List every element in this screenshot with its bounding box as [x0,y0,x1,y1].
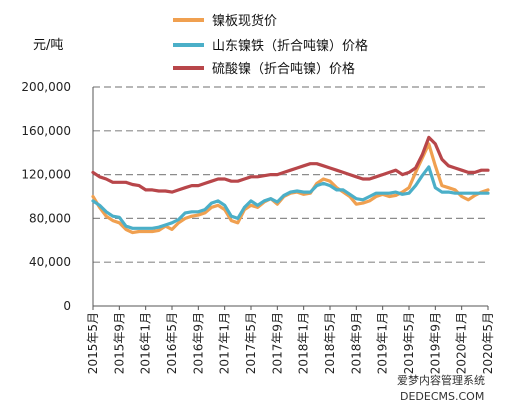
y-tick-label-3: 80,000 [29,211,71,225]
x-tick-label-5: 2017年1月 [218,312,232,374]
x-tick-label-12: 2019年5月 [402,312,416,374]
x-tick-label-3: 2016年5月 [165,312,179,374]
series-line-1 [91,165,490,230]
x-tick-label-14: 2020年1月 [455,312,469,374]
legend-label-1: 山东镍铁（折合吨镍）价格 [212,38,368,54]
watermark-text-line2: DEDECMS.COM [400,390,484,403]
x-tick-label-2: 2016年1月 [139,312,153,374]
series-lines [91,135,490,235]
x-tick-label-0: 2015年5月 [86,312,100,374]
y-tick-label-1: 160,000 [21,124,71,138]
x-tick-label-6: 2017年5月 [244,312,258,374]
x-tick-label-13: 2019年9月 [428,312,442,374]
y-axis-unit-label: 元/吨 [33,38,63,53]
x-tick-label-9: 2018年5月 [323,312,337,374]
x-tick-label-11: 2019年1月 [376,312,390,374]
x-tick-label-10: 2018年9月 [349,312,363,374]
y-tick-label-0: 200,000 [21,80,71,94]
series-line-0 [91,142,490,235]
axes [92,87,488,307]
x-tick-label-4: 2016年9月 [191,312,205,374]
y-tick-label-5: 0 [63,299,71,313]
x-tick-label-7: 2017年9月 [270,312,284,374]
y-tick-label-2: 120,000 [21,168,71,182]
x-tick-label-15: 2020年5月 [481,312,495,374]
watermark: 爱梦内容管理系统 DEDECMS.COM [397,373,485,403]
y-tick-labels: 200,000 160,000 120,000 80,000 40,000 0 [21,80,71,313]
x-tick-labels: 2015年5月 2015年9月 2016年1月 2016年5月 2016年9月 2017年… [86,306,495,374]
y-tick-label-4: 40,000 [29,255,71,269]
legend-label-0: 镍板现货价 [212,13,277,29]
grid-lines [93,86,488,263]
series-line-2 [91,135,490,194]
watermark-text-line1: 爱梦内容管理系统 [397,373,485,387]
x-tick-label-1: 2015年9月 [112,312,126,374]
legend-label-2: 硫酸镍（折合吨镍）价格 [212,61,355,77]
x-tick-label-8: 2018年1月 [297,312,311,374]
